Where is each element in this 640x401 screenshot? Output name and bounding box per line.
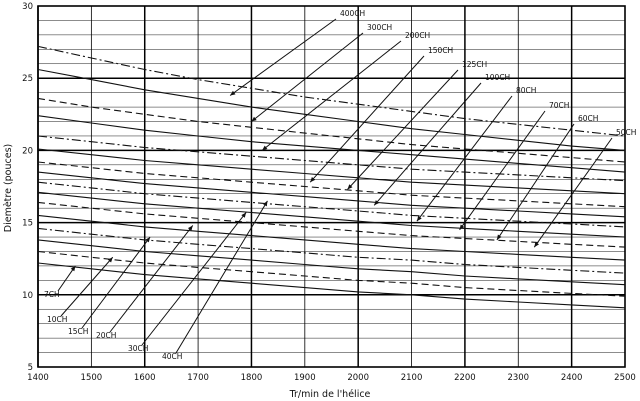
callout-label-300ch: 300CH bbox=[367, 23, 392, 32]
callout-arrowhead bbox=[70, 265, 76, 272]
x-tick-label: 1700 bbox=[187, 373, 209, 383]
callout-arrow bbox=[141, 212, 247, 346]
series-line-60ch bbox=[37, 181, 626, 228]
x-tick-label: 1600 bbox=[134, 373, 156, 383]
callout-label-125ch: 125CH bbox=[462, 60, 487, 69]
callout-arrowhead bbox=[416, 215, 422, 222]
x-tick-label: 2500 bbox=[614, 373, 636, 383]
callout-label-20ch: 20CH bbox=[96, 331, 116, 340]
series-line-15ch bbox=[37, 239, 626, 286]
series-line-30ch bbox=[37, 214, 626, 261]
callout-arrowhead bbox=[263, 200, 268, 207]
callout-label-15ch: 15CH bbox=[68, 327, 88, 336]
y-tick-label: 30 bbox=[22, 2, 33, 12]
callout-arrowhead bbox=[187, 225, 193, 231]
x-tick-label: 1900 bbox=[294, 373, 316, 383]
callout-arrowhead bbox=[347, 184, 353, 190]
series-line-7ch bbox=[37, 262, 626, 309]
series-lines bbox=[37, 45, 626, 309]
series-line-70ch bbox=[37, 171, 626, 218]
callout-label-150ch: 150CH bbox=[428, 46, 453, 55]
callout-label-30ch: 30CH bbox=[128, 344, 148, 353]
callout-arrow bbox=[109, 225, 194, 333]
callout-label-70ch: 70CH bbox=[549, 101, 569, 110]
callout-label-7ch: 7CH bbox=[44, 290, 60, 299]
callout-arrowhead bbox=[534, 241, 539, 248]
callout-arrowhead bbox=[107, 257, 113, 263]
callout-arrowhead bbox=[262, 145, 268, 151]
y-tick-label: 25 bbox=[22, 74, 33, 84]
series-line-150ch bbox=[37, 115, 626, 173]
callout-arrowhead bbox=[310, 177, 316, 183]
x-tick-label: 2100 bbox=[401, 373, 423, 383]
y-tick-labels: 5 10 15 20 25 30 bbox=[22, 2, 33, 373]
series-line-300ch bbox=[37, 68, 626, 151]
callout-label-10ch: 10CH bbox=[47, 315, 67, 324]
y-tick-label: 5 bbox=[28, 363, 33, 373]
series-line-10ch bbox=[37, 250, 626, 297]
callout-arrowhead bbox=[145, 237, 151, 243]
callout-arrowhead bbox=[241, 212, 247, 218]
x-tick-label: 2400 bbox=[561, 373, 583, 383]
x-tick-label: 1500 bbox=[81, 373, 103, 383]
series-line-40ch bbox=[37, 201, 626, 248]
x-tick-label: 2000 bbox=[347, 373, 369, 383]
x-tick-label: 2200 bbox=[454, 373, 476, 383]
callout-arrow bbox=[347, 69, 459, 190]
y-tick-label: 10 bbox=[22, 291, 33, 301]
series-line-200ch bbox=[37, 97, 626, 163]
x-tick-label: 1800 bbox=[241, 373, 263, 383]
callout-arrow bbox=[496, 123, 575, 241]
callout-arrow bbox=[261, 40, 402, 151]
callout-arrow bbox=[309, 55, 425, 183]
y-axis-label: Diemètre (pouces) bbox=[3, 144, 14, 232]
callout-label-60ch: 60CH bbox=[578, 114, 598, 123]
x-tick-label: 1400 bbox=[27, 373, 49, 383]
callout-arrow bbox=[175, 200, 268, 354]
callout-arrowhead bbox=[251, 116, 257, 122]
series-line-125ch bbox=[37, 135, 626, 182]
callout-arrowhead bbox=[496, 234, 502, 240]
callout-label-50ch: 50CH bbox=[616, 128, 636, 137]
x-tick-label: 2300 bbox=[507, 373, 529, 383]
callout-label-400ch: 400CH bbox=[340, 9, 365, 18]
callout-arrow bbox=[81, 236, 151, 329]
callout-arrow bbox=[251, 32, 364, 122]
callout-label-200ch: 200CH bbox=[405, 31, 430, 40]
callout-arrow bbox=[373, 82, 482, 206]
callout-arrow bbox=[416, 95, 513, 222]
callout-arrow bbox=[229, 18, 337, 96]
series-line-50ch bbox=[37, 191, 626, 238]
x-axis-label: Tr/min de l'hélice bbox=[289, 389, 371, 400]
x-tick-labels: 1400 1500 1600 1700 1800 1900 2000 2100 2200 2300… bbox=[27, 373, 636, 383]
callout-arrowhead bbox=[230, 90, 236, 96]
callout-label-100ch: 100CH bbox=[485, 73, 510, 82]
series-line-100ch bbox=[37, 148, 626, 195]
y-tick-label: 20 bbox=[22, 146, 33, 156]
callout-arrowhead bbox=[374, 200, 380, 206]
series-line-400ch bbox=[37, 45, 626, 137]
series-line-20ch bbox=[37, 227, 626, 274]
callout-label-80ch: 80CH bbox=[516, 86, 536, 95]
y-tick-label: 15 bbox=[22, 219, 33, 229]
series-line-80ch bbox=[37, 161, 626, 208]
plot-frame bbox=[37, 5, 626, 368]
callout-arrow bbox=[459, 110, 546, 231]
callout-arrowhead bbox=[459, 224, 465, 230]
callout-arrow bbox=[60, 256, 114, 317]
callout-arrow bbox=[57, 265, 76, 292]
callout-label-40ch: 40CH bbox=[162, 352, 182, 361]
grid bbox=[37, 5, 626, 368]
callout-arrow bbox=[533, 137, 613, 248]
